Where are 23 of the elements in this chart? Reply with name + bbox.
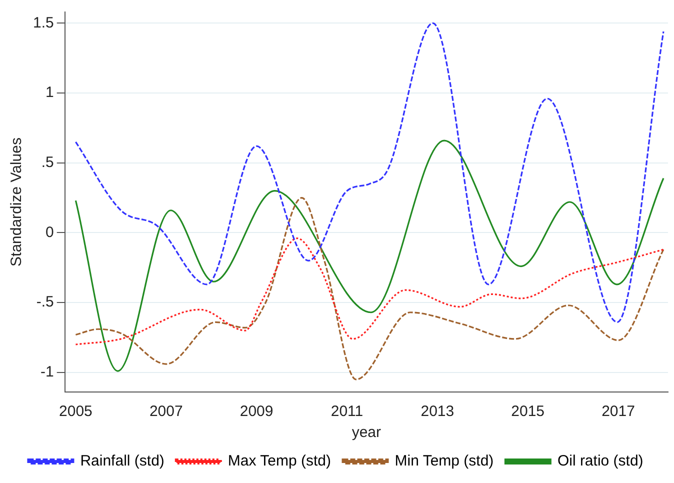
legend-label: Min Temp (std) <box>394 452 494 470</box>
y-axis-title: Standardize Values <box>8 138 26 266</box>
y-tick-label: -1 <box>40 364 54 381</box>
x-tick-label: 2017 <box>602 403 635 420</box>
y-tick-label: .5 <box>41 154 54 172</box>
legend-label: Rainfall (std) <box>80 452 164 470</box>
y-tick-label: 1.5 <box>32 14 54 32</box>
legend-label: Oil ratio (std) <box>557 452 644 470</box>
y-tick-label: 0 <box>46 224 54 241</box>
x-tick-label: 2013 <box>420 403 454 420</box>
x-axis-title: year <box>352 424 382 442</box>
x-tick-label: 2007 <box>149 403 183 420</box>
line-series <box>74 22 664 323</box>
line-series <box>74 197 664 380</box>
line-series <box>74 140 664 372</box>
line-series <box>74 238 664 346</box>
x-tick-label: 2011 <box>330 403 364 420</box>
legend-label: Max Temp (std) <box>228 452 331 470</box>
x-tick-label: 2015 <box>511 403 545 420</box>
x-tick-label: 2009 <box>240 403 274 420</box>
y-tick-label: 1 <box>46 84 54 102</box>
y-tick-label: -.5 <box>36 294 54 311</box>
x-tick-label: 2005 <box>59 403 92 420</box>
